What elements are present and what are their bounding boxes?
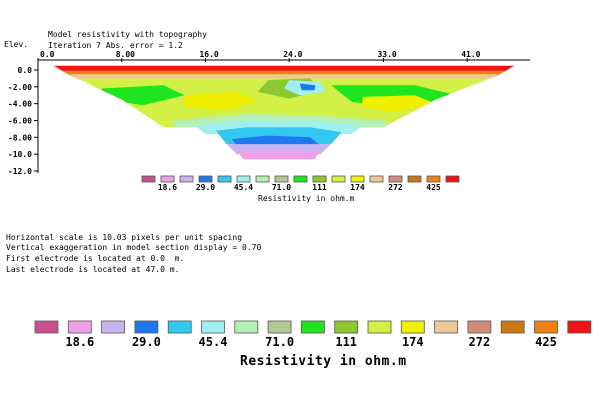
x-tick-label: 0.0 bbox=[40, 50, 55, 59]
legend-swatch bbox=[134, 320, 159, 334]
legend-swatch bbox=[350, 175, 365, 183]
resistivity-regions bbox=[53, 65, 515, 160]
x-tick-label: 16.0 bbox=[199, 50, 218, 59]
legend-swatch bbox=[367, 320, 392, 334]
legend-label: 425 bbox=[426, 183, 441, 192]
legend-swatch bbox=[334, 320, 359, 334]
legend-label: 71.0 bbox=[272, 183, 291, 192]
info-vertical-exaggeration: Vertical exaggeration in model section d… bbox=[6, 243, 262, 252]
legend-swatch bbox=[167, 320, 192, 334]
legend-swatch bbox=[255, 175, 270, 183]
large-color-legend: 18.6 29.0 45.4 71.0 111 174 272 425 bbox=[34, 320, 592, 349]
x-tick-label: 41.0 bbox=[461, 50, 480, 59]
legend-swatch bbox=[217, 175, 232, 183]
legend-label: 174 bbox=[350, 183, 365, 192]
x-tick-label: 24.0 bbox=[283, 50, 302, 59]
y-tick-label: -10.0 bbox=[8, 150, 32, 159]
legend-swatch bbox=[67, 320, 92, 334]
legend-swatch bbox=[293, 175, 308, 183]
info-last-electrode: Last electrode is located at 47.0 m. bbox=[6, 265, 180, 274]
resistivity-region bbox=[236, 150, 321, 160]
y-tick-label: -2.00 bbox=[8, 83, 32, 92]
legend-swatch bbox=[141, 175, 156, 183]
y-tick-label: -6.00 bbox=[8, 117, 32, 126]
resistivity-region bbox=[231, 135, 321, 146]
y-tick-label: -4.00 bbox=[8, 100, 32, 109]
info-first-electrode: First electrode is located at 0.0 m. bbox=[6, 254, 185, 263]
legend-swatch bbox=[369, 175, 384, 183]
legend-swatch bbox=[407, 175, 422, 183]
resistivity-region bbox=[184, 91, 258, 111]
legend-swatch bbox=[267, 320, 292, 334]
y-tick-label: 0.0 bbox=[18, 66, 33, 75]
legend-label: 18.6 bbox=[158, 183, 177, 192]
legend-label: 111 bbox=[312, 183, 327, 192]
legend-swatch bbox=[236, 175, 251, 183]
y-tick-label: -12.0 bbox=[8, 167, 32, 176]
x-tick-label: 8.00 bbox=[116, 50, 135, 59]
legend-label: 29.0 bbox=[132, 335, 161, 349]
legend-swatch bbox=[312, 175, 327, 183]
y-axis-label: Elev. bbox=[4, 40, 29, 49]
chart-title: Model resistivity with topography bbox=[48, 30, 207, 39]
legend-label: 45.4 bbox=[199, 335, 228, 349]
legend-swatch bbox=[426, 175, 441, 183]
x-tick-label: 33.0 bbox=[377, 50, 396, 59]
legend-swatch bbox=[331, 175, 346, 183]
y-tick-label: -8.00 bbox=[8, 133, 32, 142]
legend-swatch bbox=[534, 320, 558, 334]
legend-label: 174 bbox=[402, 335, 424, 349]
legend-label: 272 bbox=[469, 335, 491, 349]
legend-swatch bbox=[198, 175, 213, 183]
large-legend-title: Resistivity in ohm.m bbox=[240, 354, 407, 369]
legend-swatch bbox=[434, 320, 459, 334]
resistivity-region bbox=[362, 95, 436, 113]
legend-swatch bbox=[500, 320, 525, 334]
legend-swatch bbox=[234, 320, 259, 334]
legend-swatch bbox=[300, 320, 325, 334]
legend-label: 45.4 bbox=[234, 183, 253, 192]
legend-swatch bbox=[34, 320, 59, 334]
legend-swatch bbox=[388, 175, 403, 183]
resistivity-region bbox=[299, 83, 316, 91]
small-legend-title: Resistivity in ohm.m bbox=[258, 194, 355, 203]
legend-swatch bbox=[467, 320, 492, 334]
legend-swatch bbox=[567, 320, 592, 334]
legend-swatch bbox=[445, 175, 460, 183]
legend-label: 111 bbox=[335, 335, 357, 349]
small-color-legend: 18.6 29.0 45.4 71.0 111 174 272 425 bbox=[141, 175, 460, 192]
legend-label: 425 bbox=[535, 335, 557, 349]
legend-label: 272 bbox=[388, 183, 403, 192]
legend-swatch bbox=[160, 175, 175, 183]
legend-swatch bbox=[201, 320, 225, 334]
chart-subtitle: Iteration 7 Abs. error = 1.2 bbox=[48, 41, 183, 50]
info-horizontal-scale: Horizontal scale is 10.03 pixels per uni… bbox=[6, 233, 243, 242]
plot-axes: 0.0 8.00 16.0 24.0 33.0 41.0 0.0 -2.00 -4.00 -6.0… bbox=[8, 50, 530, 176]
legend-swatch bbox=[274, 175, 289, 183]
legend-swatch bbox=[101, 320, 125, 334]
legend-swatch bbox=[179, 175, 194, 183]
legend-label: 18.6 bbox=[65, 335, 94, 349]
legend-label: 29.0 bbox=[196, 183, 215, 192]
legend-label: 71.0 bbox=[265, 335, 294, 349]
legend-swatch bbox=[400, 320, 425, 334]
